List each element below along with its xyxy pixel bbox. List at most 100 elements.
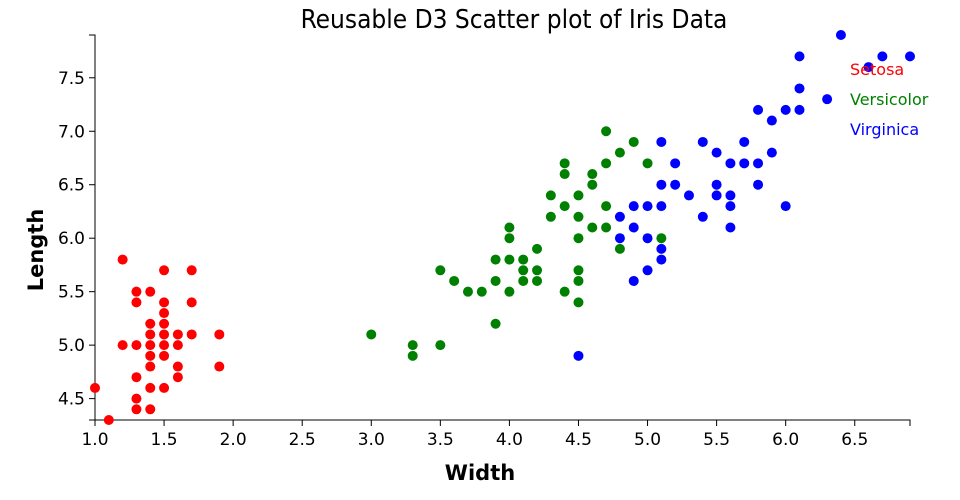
point-versicolor [559,158,570,169]
point-versicolor [573,233,584,244]
y-tick-label: 6.0 [58,229,85,249]
point-virginica [739,136,750,147]
point-versicolor [462,286,473,297]
point-virginica [697,211,708,222]
point-setosa [159,265,170,276]
point-versicolor [407,340,418,351]
point-virginica [780,201,791,212]
point-setosa [172,372,183,383]
x-tick-label: 1.5 [151,430,178,450]
legend: Setosa Versicolor Virginica [850,60,929,139]
x-tick-label: 6.5 [841,430,868,450]
point-setosa [159,308,170,319]
point-setosa [172,340,183,351]
point-virginica [614,211,625,222]
point-setosa [159,329,170,340]
point-versicolor [504,254,515,265]
point-setosa [145,318,156,329]
point-versicolor [532,275,543,286]
point-virginica [905,51,915,62]
point-virginica [628,222,639,233]
x-tick-label: 3.0 [358,430,385,450]
point-setosa [117,254,128,265]
point-virginica [711,147,722,158]
point-versicolor [407,350,418,361]
data-points [90,30,915,425]
point-setosa [145,350,156,361]
point-virginica [725,201,736,212]
point-virginica [628,201,639,212]
point-virginica [753,158,764,169]
point-setosa [131,297,142,308]
point-setosa [186,297,197,308]
x-tick-label: 1.0 [81,430,108,450]
point-setosa [103,415,114,425]
point-virginica [683,190,694,201]
y-tick-label: 5.5 [58,283,85,303]
point-setosa [145,361,156,372]
y-axis-label: Length [24,209,48,292]
point-versicolor [559,201,570,212]
point-versicolor [573,211,584,222]
point-setosa [172,361,183,372]
point-virginica [656,254,667,265]
x-tick-label: 5.0 [634,430,661,450]
point-versicolor [435,265,446,276]
point-setosa [186,329,197,340]
point-setosa [159,340,170,351]
point-setosa [145,329,156,340]
point-virginica [725,222,736,233]
point-versicolor [490,318,501,329]
point-virginica [670,158,681,169]
point-versicolor [573,190,584,201]
legend-item-setosa: Setosa [850,60,904,79]
x-axis: 1.0 1.5 2.0 2.5 3.0 3.5 4.0 4.5 5.0 5.5 6.0 6.5 [81,419,911,450]
point-versicolor [545,211,556,222]
point-setosa [145,382,156,393]
point-setosa [131,393,142,404]
point-setosa [214,361,225,372]
point-setosa [159,318,170,329]
point-versicolor [601,158,612,169]
point-virginica [656,243,667,254]
point-versicolor [532,243,543,254]
point-versicolor [573,297,584,308]
point-virginica [739,158,750,169]
point-setosa [131,404,142,415]
x-tick-label: 6.0 [772,430,799,450]
point-versicolor [490,254,501,265]
point-virginica [711,179,722,190]
point-virginica [877,51,888,62]
x-tick-label: 2.0 [220,430,247,450]
point-setosa [159,350,170,361]
point-versicolor [601,222,612,233]
point-virginica [642,265,653,276]
point-setosa [131,372,142,383]
point-versicolor [587,169,598,180]
x-tick-label: 4.0 [496,430,523,450]
x-tick-label: 4.5 [565,430,592,450]
point-setosa [145,340,156,351]
point-setosa [90,382,100,393]
point-versicolor [504,222,515,233]
point-versicolor [476,286,487,297]
point-versicolor [573,275,584,286]
x-axis-line [94,419,911,426]
point-setosa [145,404,156,415]
x-tick-label: 3.5 [427,430,454,450]
point-virginica [863,62,874,73]
point-versicolor [601,201,612,212]
y-tick-label: 7.0 [58,122,85,142]
point-versicolor [366,329,377,340]
y-tick-label: 7.5 [58,69,85,89]
point-virginica [766,115,777,126]
point-versicolor [518,275,529,286]
point-versicolor [587,222,598,233]
point-virginica [794,83,805,94]
point-setosa [159,297,170,308]
point-virginica [822,94,833,105]
point-setosa [117,340,128,351]
point-versicolor [628,136,639,147]
